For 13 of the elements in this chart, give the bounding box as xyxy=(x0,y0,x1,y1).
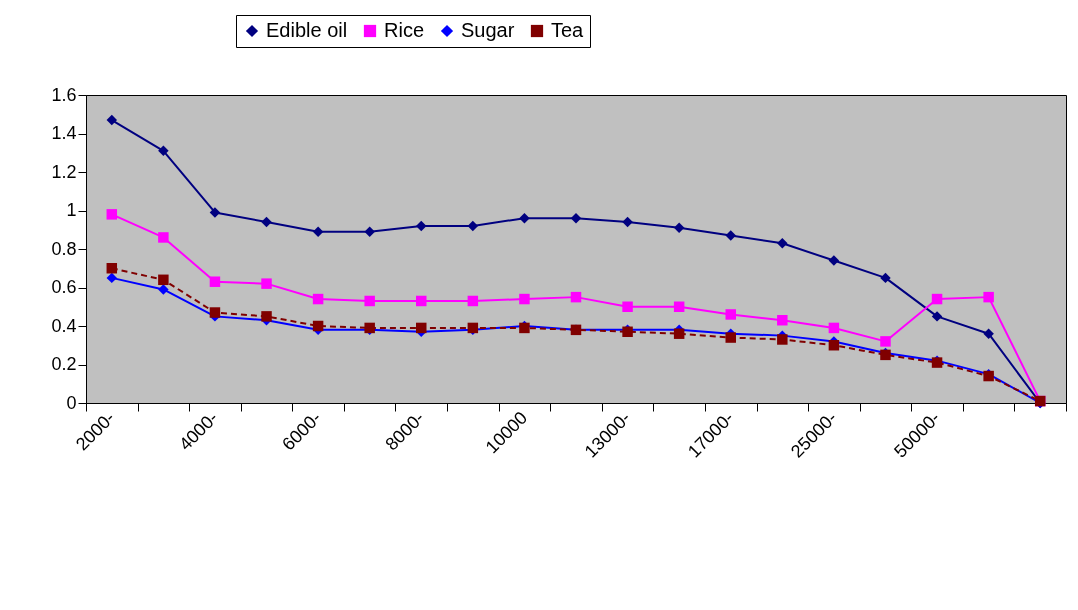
y-tick-label: 0.4 xyxy=(51,315,77,336)
y-tick-label: 1.4 xyxy=(51,123,77,143)
y-tick-label: 1.2 xyxy=(51,161,77,182)
y-tick-label: 0.2 xyxy=(51,354,77,374)
legend-label: Edible oil xyxy=(266,19,348,41)
y-tick-label: 1 xyxy=(66,200,77,220)
y-tick-label: 0 xyxy=(66,392,77,413)
y-tick-label: 0.8 xyxy=(51,238,77,259)
legend-label: Sugar xyxy=(461,19,515,41)
y-tick-label: 1.6 xyxy=(51,84,77,105)
legend-label: Tea xyxy=(551,19,585,41)
legend-label: Rice xyxy=(384,19,425,41)
y-tick-label: 0.6 xyxy=(51,277,77,297)
